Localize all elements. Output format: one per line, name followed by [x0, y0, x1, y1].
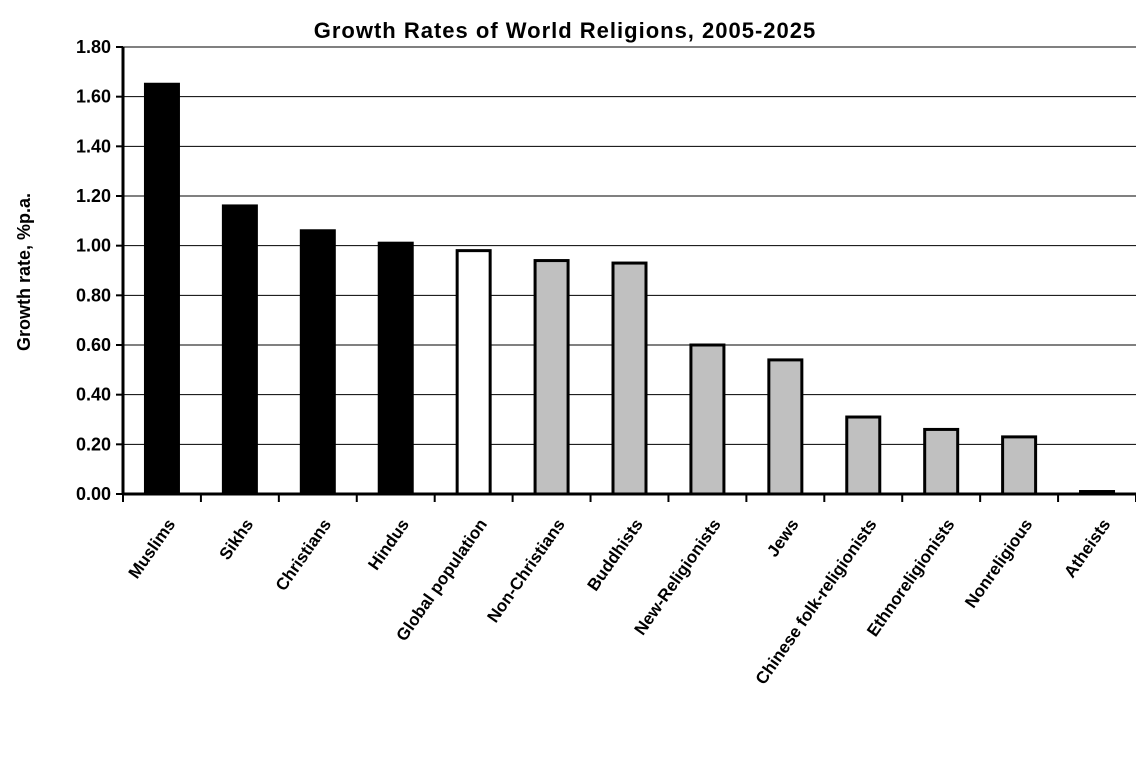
- x-tick-label: New-Religionists: [631, 515, 725, 638]
- y-tick-labels: 0.00 0.20 0.40 0.60 0.80 1.00 1.20 1.40 1.60 1.80: [76, 37, 111, 504]
- x-tick-label: Ethnoreligionists: [863, 515, 958, 640]
- x-tick-label: Muslims: [125, 515, 180, 582]
- bars: [143, 82, 1116, 496]
- x-tick-label: Non-Christians: [483, 515, 568, 626]
- x-tick-label: Christians: [272, 515, 335, 594]
- bar-ethnoreligionists: [923, 427, 960, 496]
- bar-new-religionists: [689, 343, 726, 496]
- y-tick-label: 1.40: [76, 136, 111, 156]
- y-tick-label: 1.00: [76, 236, 111, 256]
- y-tick-label: 0.60: [76, 335, 111, 355]
- bar-muslims: [143, 82, 180, 496]
- y-tick-label: 0.80: [76, 285, 111, 305]
- x-tick-label: Global population: [392, 515, 490, 644]
- y-tick-label: 0.40: [76, 385, 111, 405]
- axes: [116, 46, 1136, 502]
- bar-buddhists: [611, 261, 648, 496]
- bar-jews: [767, 358, 804, 496]
- bar-non-christians: [533, 259, 570, 496]
- y-tick-label: 1.20: [76, 186, 111, 206]
- bar-hindus: [377, 241, 414, 496]
- bar-chinese-folk-religionists: [845, 415, 882, 496]
- bar-christians: [299, 229, 336, 496]
- bar-global-population: [455, 249, 492, 496]
- x-tick-label: Hindus: [364, 515, 413, 573]
- y-tick-label: 0.00: [76, 484, 111, 504]
- x-tick-label: Buddhists: [584, 515, 647, 594]
- bar-sikhs: [221, 204, 258, 496]
- x-tick-label: Sikhs: [216, 515, 258, 563]
- bar-nonreligious: [1001, 435, 1038, 496]
- y-tick-label: 1.80: [76, 37, 111, 57]
- y-tick-label: 0.20: [76, 434, 111, 454]
- x-tick-label: Atheists: [1060, 515, 1114, 581]
- x-tick-label: Jews: [763, 515, 802, 560]
- y-tick-label: 1.60: [76, 87, 111, 107]
- y-axis-label: Growth rate, %p.a.: [14, 193, 34, 351]
- x-tick-label: Nonreligious: [961, 515, 1036, 611]
- gridlines: [123, 46, 1136, 445]
- chart-title: Growth Rates of World Religions, 2005-20…: [314, 18, 817, 43]
